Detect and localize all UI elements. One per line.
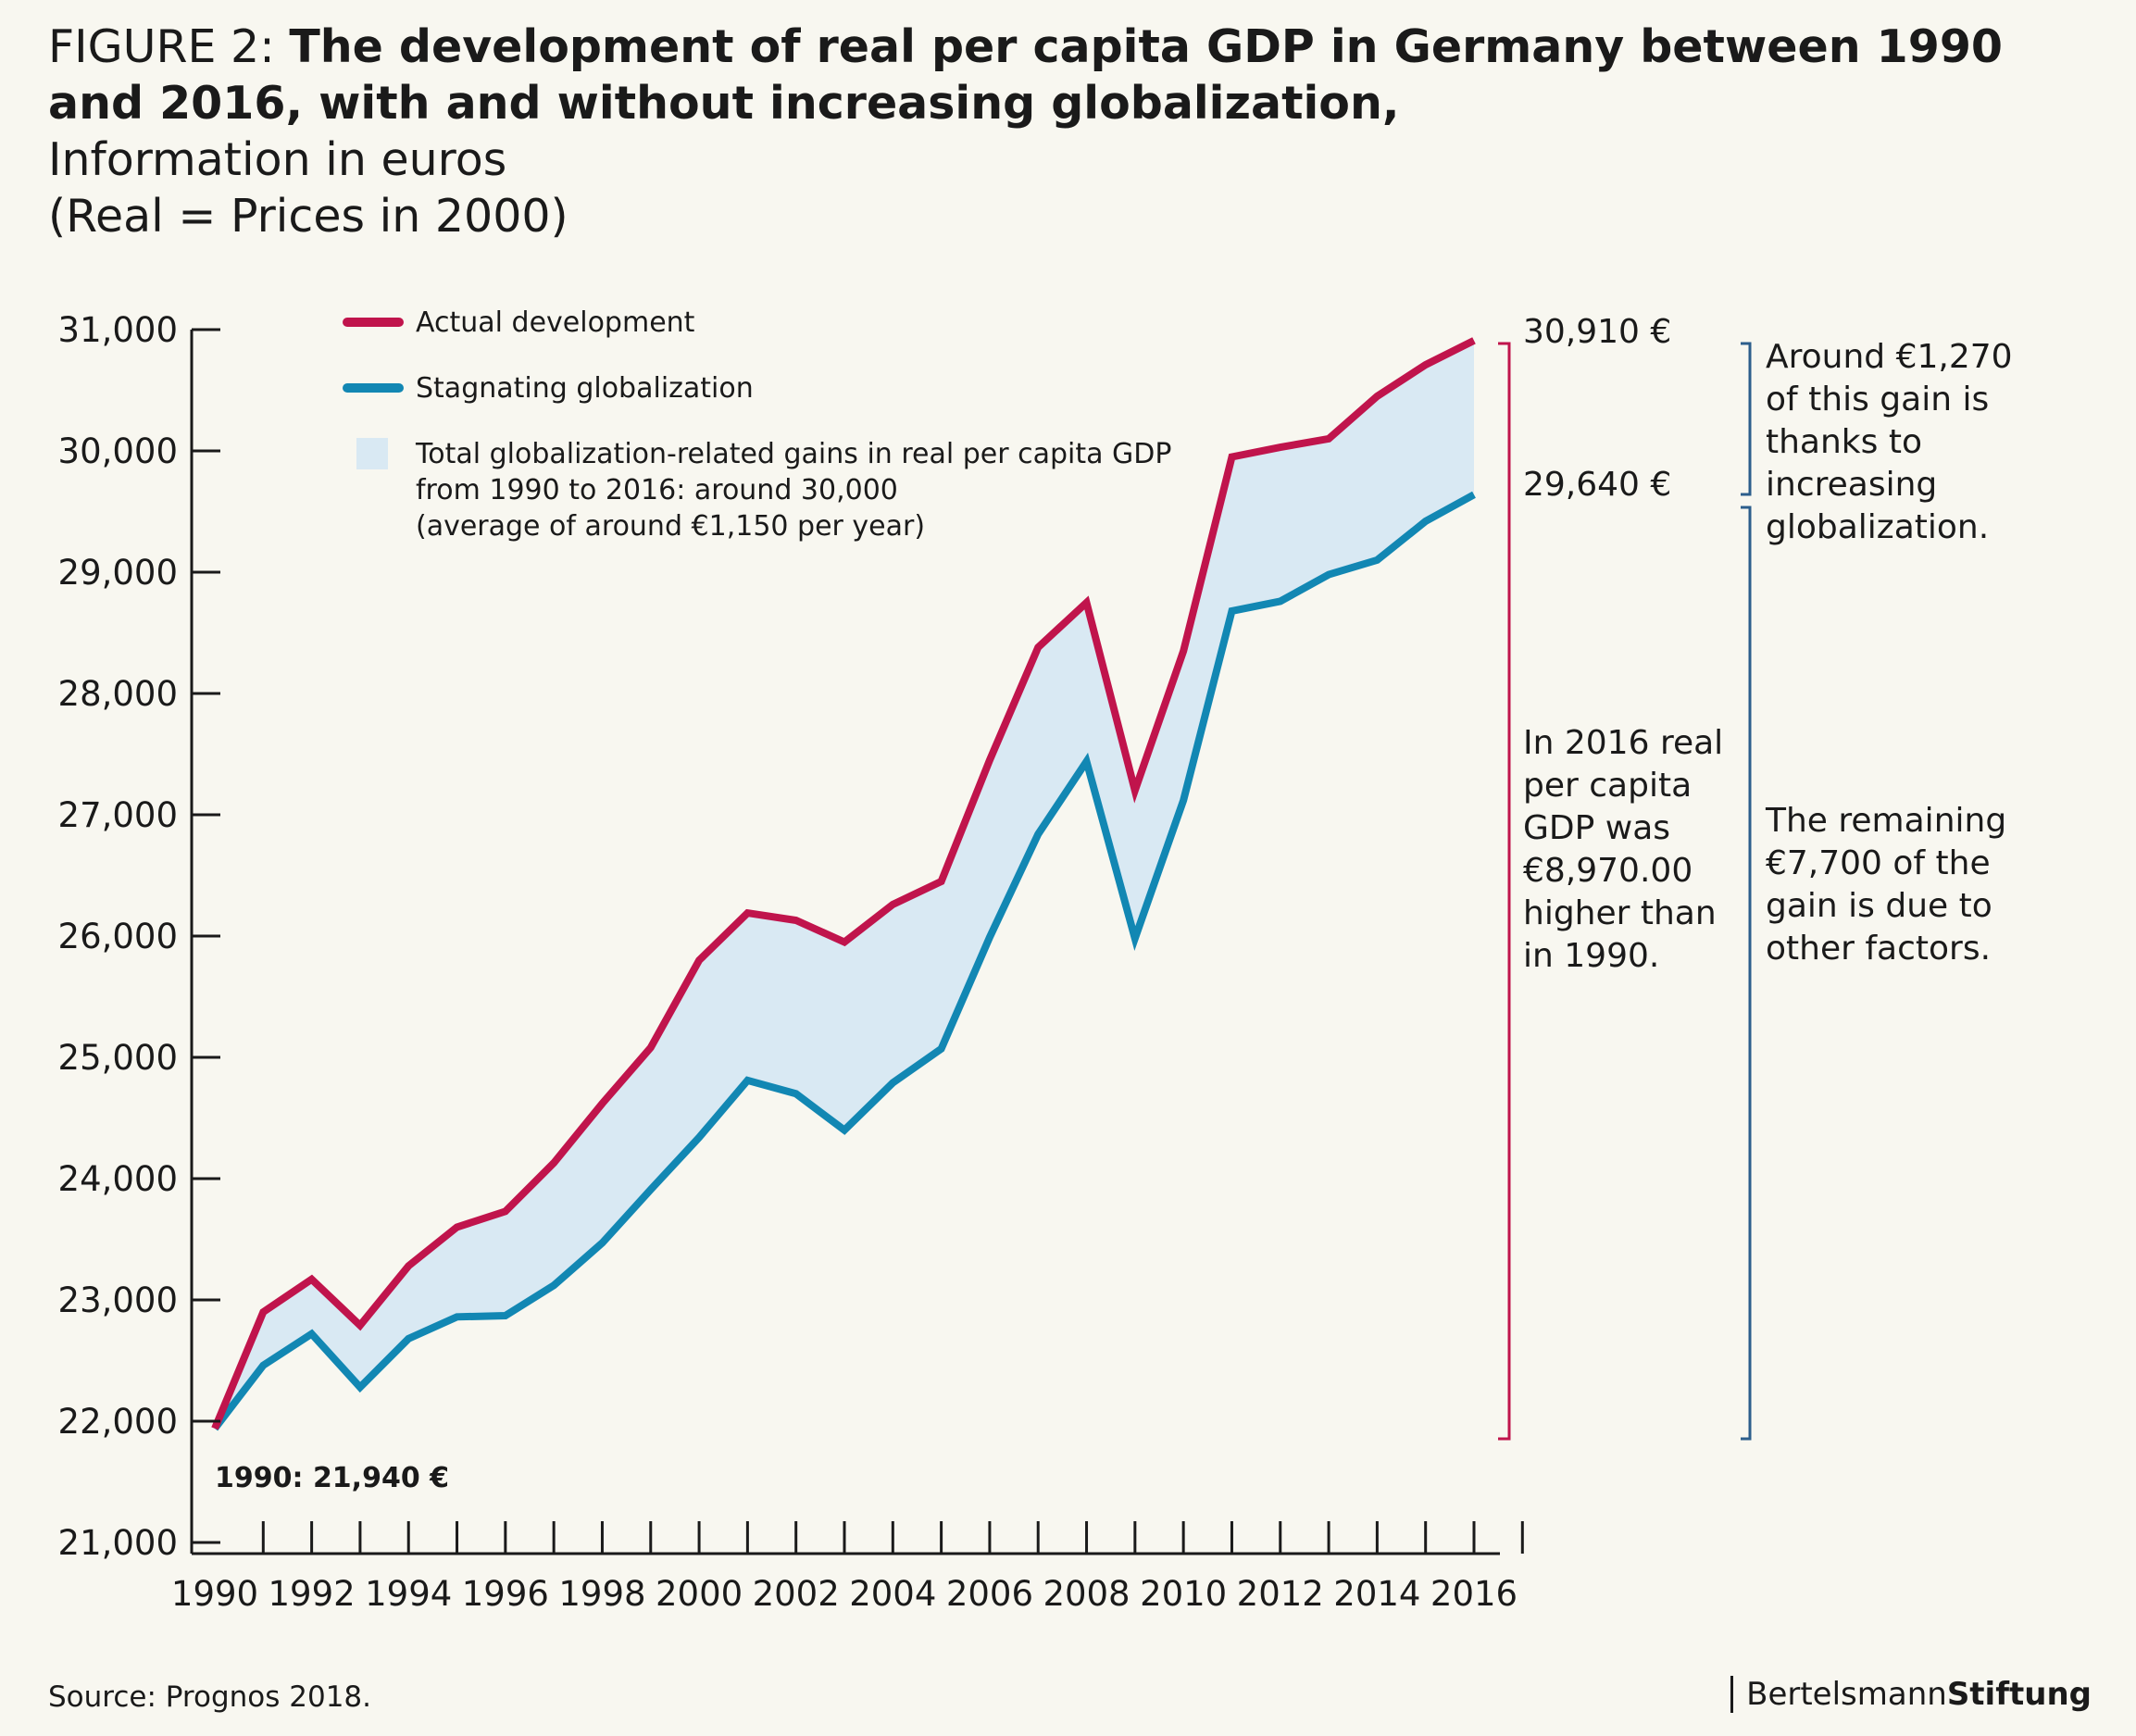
brand-name-2: Stiftung: [1946, 1676, 2092, 1713]
y-tick-label: 25,000: [58, 1038, 178, 1078]
chart-subtitle-prices: (Real = Prices in 2000): [48, 190, 568, 243]
diff-text-4: €8,970.00: [1523, 852, 1693, 890]
axes: 21,000 22,000 23,000 24,000 25,000 26,000 27,0…: [58, 310, 1524, 1614]
globalization-gain-area: [215, 340, 1474, 1429]
y-tick-label: 30,000: [58, 431, 178, 471]
title-text: The development of real per capita GDP i…: [48, 20, 2004, 130]
legend: Actual development Stagnating globalizat…: [343, 306, 1171, 543]
legend-label-actual: Actual development: [416, 306, 695, 339]
x-tick-label: 1990: [171, 1574, 258, 1614]
x-tick-label: 2016: [1430, 1574, 1518, 1614]
legend-label-area-3: (average of around €1,150 per year): [416, 510, 925, 543]
y-tick-label: 21,000: [58, 1523, 178, 1563]
other-gain-text-3: gain is due to: [1766, 887, 1992, 925]
start-value-label: 1990: 21,940 €: [215, 1462, 449, 1494]
x-tick-label: 2000: [656, 1574, 743, 1614]
x-tick-label: 2002: [753, 1574, 840, 1614]
diff-text-3: GDP was: [1523, 809, 1670, 847]
other-factors-bracket: [1741, 506, 1752, 1441]
end-value-actual: 30,910 €: [1523, 313, 1671, 351]
legend-label-area-2: from 1990 to 2016: around 30,000: [416, 474, 898, 506]
legend-label-stagnating: Stagnating globalization: [416, 372, 754, 405]
figure-number: FIGURE 2:: [48, 20, 290, 73]
other-gain-text-1: The remaining: [1765, 802, 2006, 840]
y-tick-label: 29,000: [58, 553, 178, 593]
chart-subtitle-units: Information in euros: [48, 133, 507, 186]
x-tick-label: 2010: [1140, 1574, 1227, 1614]
glob-gain-text-2: of this gain is: [1766, 381, 1989, 418]
total-gain-bracket: [1498, 342, 1511, 1441]
x-tick-label: 2014: [1333, 1574, 1420, 1614]
y-tick-label: 27,000: [58, 795, 178, 835]
legend-label-area-1: Total globalization-related gains in rea…: [415, 438, 1171, 470]
other-gain-text-4: other factors.: [1766, 930, 1991, 968]
brand-logo: BertelsmannStiftung: [1730, 1676, 2092, 1713]
x-tick-label: 2008: [1043, 1574, 1130, 1614]
glob-gain-text-4: increasing: [1766, 466, 1937, 504]
chart-title: FIGURE 2: The development of real per ca…: [48, 19, 2104, 131]
chart-title-block: FIGURE 2: The development of real per ca…: [48, 19, 2104, 244]
y-tick-label: 31,000: [58, 310, 178, 350]
globalization-gain-annotation: Around €1,270 of this gain is thanks to …: [1766, 338, 2013, 546]
brand-name-1: Bertelsmann: [1746, 1676, 1947, 1713]
diff-text-2: per capita: [1523, 767, 1692, 805]
x-tick-label: 1992: [269, 1574, 356, 1614]
actual-development-line: [211, 337, 1476, 1430]
globalization-gain-bracket: [1741, 342, 1752, 496]
x-tick-label: 1994: [365, 1574, 452, 1614]
other-factors-annotation: The remaining €7,700 of the gain is due …: [1765, 802, 2006, 968]
x-tick-label: 1996: [462, 1574, 549, 1614]
legend-swatch-area: [356, 438, 388, 469]
glob-gain-text-3: thanks to: [1766, 423, 1922, 461]
y-tick-label: 23,000: [58, 1280, 178, 1320]
total-gain-annotation: In 2016 real per capita GDP was €8,970.0…: [1523, 724, 1723, 975]
glob-gain-text-5: globalization.: [1766, 508, 1989, 546]
stagnating-globalization-line: [211, 491, 1476, 1431]
diff-text-1: In 2016 real: [1523, 724, 1723, 762]
diff-text-5: higher than: [1523, 894, 1717, 932]
y-tick-label: 26,000: [58, 917, 178, 956]
x-tick-label: 1998: [558, 1574, 645, 1614]
x-tick-label: 2012: [1237, 1574, 1324, 1614]
source-note: Source: Prognos 2018.: [48, 1680, 371, 1714]
glob-gain-text-1: Around €1,270: [1766, 338, 2013, 376]
other-gain-text-2: €7,700 of the: [1766, 844, 1991, 882]
y-tick-label: 22,000: [58, 1402, 178, 1442]
y-tick-label: 24,000: [58, 1159, 178, 1199]
x-tick-label: 2004: [849, 1574, 936, 1614]
diff-text-6: in 1990.: [1523, 937, 1659, 975]
y-tick-label: 28,000: [58, 674, 178, 714]
end-value-stagnating: 29,640 €: [1523, 466, 1671, 504]
x-tick-label: 2006: [946, 1574, 1033, 1614]
